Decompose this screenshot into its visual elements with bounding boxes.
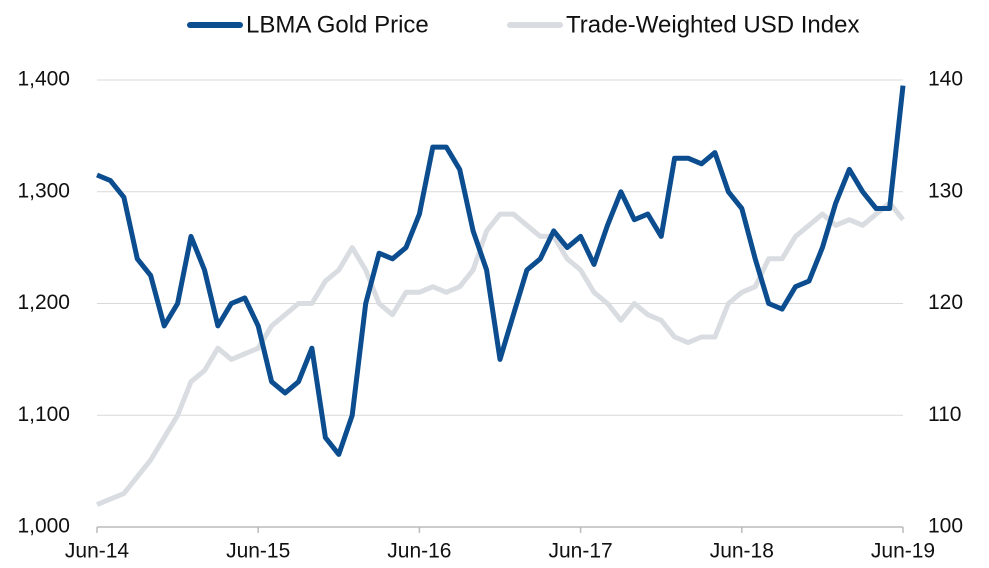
- y2-tick-label: 100: [928, 515, 963, 538]
- x-tick-label: Jun-15: [226, 540, 290, 563]
- x-tick-label: Jun-14: [65, 540, 130, 563]
- y-tick-label: 1,100: [17, 403, 70, 426]
- x-tick-label: Jun-18: [710, 540, 774, 563]
- x-tick-label: Jun-16: [387, 540, 451, 563]
- y2-tick-label: 120: [928, 291, 963, 314]
- y-tick-label: 1,300: [17, 179, 70, 202]
- series-line: [96, 85, 906, 457]
- series-line: [96, 200, 905, 507]
- y-tick-label: 1,000: [17, 515, 70, 538]
- legend-label: Trade-Weighted USD Index: [566, 11, 859, 38]
- y-tick-label: 1,200: [17, 291, 70, 314]
- x-tick-label: Jun-19: [871, 540, 935, 563]
- y2-tick-label: 130: [928, 179, 963, 202]
- legend-label: LBMA Gold Price: [246, 11, 429, 38]
- y2-tick-label: 110: [928, 403, 961, 426]
- y2-tick-label: 140: [928, 68, 963, 91]
- x-tick-label: Jun-17: [548, 540, 612, 563]
- y-tick-label: 1,400: [17, 68, 70, 91]
